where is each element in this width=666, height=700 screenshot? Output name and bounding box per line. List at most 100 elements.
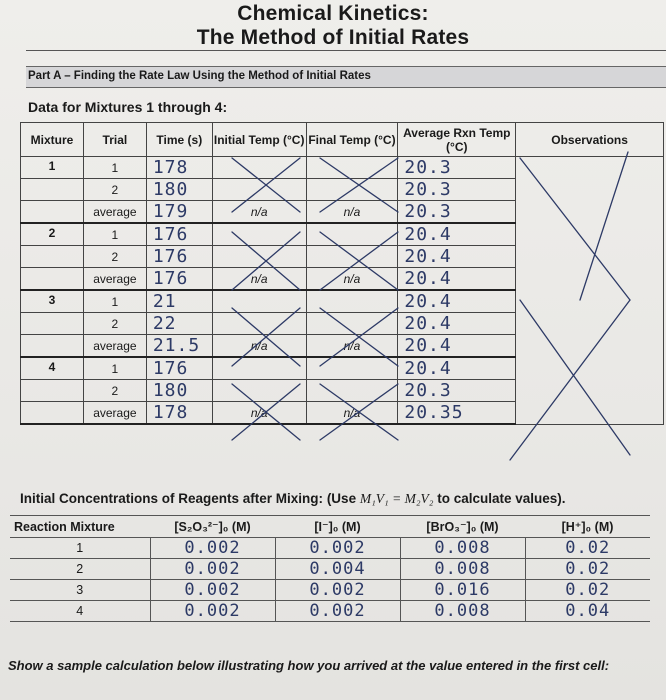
- header-bro3: [BrO₃⁻]₀ (M): [400, 515, 525, 538]
- cell-final-temp: [305, 289, 399, 313]
- concentrations-heading-prefix: Initial Concentrations of Reagents after…: [20, 491, 324, 506]
- cell-mixture: [20, 245, 84, 268]
- cell-h: 0.02: [524, 579, 650, 601]
- worksheet-title-line1: Chemical Kinetics:: [237, 2, 429, 25]
- cell-s2o3: 0.002: [149, 558, 275, 580]
- cell-average-temp: 20.3: [397, 200, 517, 224]
- cell-average-temp: 20.4: [397, 312, 517, 335]
- cell-time: 180: [145, 379, 213, 402]
- cell-final-temp: [305, 156, 399, 179]
- cell-average-temp: 20.3: [397, 156, 517, 179]
- cell-trial: 1: [82, 289, 147, 313]
- cell-trial: 2: [82, 379, 147, 402]
- cell-final-temp: n/a: [305, 334, 399, 358]
- cell-initial-temp: n/a: [211, 401, 307, 425]
- sample-calculation-prompt: Show a sample calculation below illustra…: [8, 658, 610, 673]
- cell-time: 21.5: [145, 334, 213, 358]
- cell-h: 0.02: [524, 558, 650, 580]
- cell-mixture: [20, 267, 84, 291]
- concentrations-table: Reaction Mixture [S₂O₃²⁻]₀ (M) [I⁻]₀ (M)…: [10, 515, 650, 622]
- mixture-data-table: Mixture Trial Time (s) Initial Temp (°C)…: [20, 122, 664, 425]
- cell-initial-temp: [211, 156, 307, 179]
- cell-final-temp: [305, 312, 399, 335]
- cell-mixture: [20, 334, 84, 358]
- cell-final-temp: [305, 379, 399, 402]
- cell-initial-temp: [211, 222, 307, 246]
- cell-h: 0.04: [524, 600, 650, 622]
- cell-bro3: 0.008: [399, 537, 525, 559]
- cell-time: 176: [145, 245, 213, 268]
- cell-initial-temp: [211, 289, 307, 313]
- concentrations-heading: Initial Concentrations of Reagents after…: [20, 491, 566, 507]
- cell-iodide: 0.002: [274, 537, 400, 559]
- cell-time: 176: [145, 356, 213, 380]
- cell-trial: average: [82, 267, 147, 291]
- cell-bro3: 0.008: [399, 558, 525, 580]
- cell-average-temp: 20.4: [397, 245, 517, 268]
- cell-mixture: 4: [20, 356, 84, 380]
- cell-s2o3: 0.002: [149, 600, 275, 622]
- cell-average-temp: 20.35: [397, 401, 517, 425]
- title-divider: [26, 50, 666, 51]
- cell-mixture: [20, 178, 84, 201]
- header-observations: Observations: [515, 122, 664, 157]
- cell-average-temp: 20.4: [397, 267, 517, 291]
- cell-trial: 2: [82, 312, 147, 335]
- cell-trial: average: [82, 334, 147, 358]
- cell-mixture: [20, 379, 84, 402]
- cell-trial: average: [82, 200, 147, 224]
- cell-initial-temp: [211, 312, 307, 335]
- dilution-formula: M₁V₁ = M₂V₂: [359, 491, 434, 506]
- cell-s2o3: 0.002: [149, 537, 275, 559]
- header-iodide: [I⁻]₀ (M): [275, 515, 400, 538]
- cell-mixture: [20, 200, 84, 224]
- cell-final-temp: n/a: [305, 401, 399, 425]
- header-average-temp: Average Rxn Temp (°C): [397, 122, 517, 157]
- cell-average-temp: 20.4: [397, 222, 517, 246]
- header-h: [H⁺]₀ (M): [525, 515, 650, 538]
- cell-final-temp: [305, 245, 399, 268]
- cell-time: 21: [145, 289, 213, 313]
- cell-reaction-mixture: 3: [10, 579, 150, 601]
- part-a-header-bar: [26, 66, 666, 88]
- cell-time: 176: [145, 222, 213, 246]
- cell-initial-temp: [211, 245, 307, 268]
- cell-trial: 2: [82, 245, 147, 268]
- concentrations-heading-use: (Use: [326, 491, 357, 506]
- cell-trial: 1: [82, 222, 147, 246]
- cell-average-temp: 20.4: [397, 334, 517, 358]
- part-a-heading: Part A – Finding the Rate Law Using the …: [28, 70, 371, 82]
- cell-reaction-mixture: 4: [10, 600, 150, 622]
- cell-time: 176: [145, 267, 213, 291]
- cell-trial: 1: [82, 156, 147, 179]
- data-heading: Data for Mixtures 1 through 4:: [28, 99, 228, 115]
- cell-time: 178: [145, 401, 213, 425]
- cell-time: 178: [145, 156, 213, 179]
- cell-iodide: 0.002: [274, 600, 400, 622]
- cell-initial-temp: [211, 178, 307, 201]
- cell-final-temp: [305, 356, 399, 380]
- cell-trial: average: [82, 401, 147, 425]
- cell-mixture: [20, 312, 84, 335]
- cell-reaction-mixture: 2: [10, 558, 150, 580]
- cell-iodide: 0.004: [274, 558, 400, 580]
- cell-iodide: 0.002: [274, 579, 400, 601]
- cell-final-temp: [305, 178, 399, 201]
- cell-average-temp: 20.3: [397, 379, 517, 402]
- cell-mixture: 2: [20, 222, 84, 246]
- cell-initial-temp: [211, 379, 307, 402]
- cell-bro3: 0.008: [399, 600, 525, 622]
- cell-final-temp: n/a: [305, 200, 399, 224]
- header-mixture: Mixture: [20, 122, 84, 157]
- worksheet-title-line2: The Method of Initial Rates: [196, 26, 470, 49]
- cell-time: 22: [145, 312, 213, 335]
- cell-time: 180: [145, 178, 213, 201]
- cell-mixture: 1: [20, 156, 84, 179]
- cell-average-temp: 20.4: [397, 356, 517, 380]
- concentrations-heading-suffix: to calculate values).: [437, 491, 566, 506]
- cell-observations: [515, 156, 664, 425]
- cell-mixture: [20, 401, 84, 425]
- cell-trial: 1: [82, 356, 147, 380]
- cell-initial-temp: [211, 356, 307, 380]
